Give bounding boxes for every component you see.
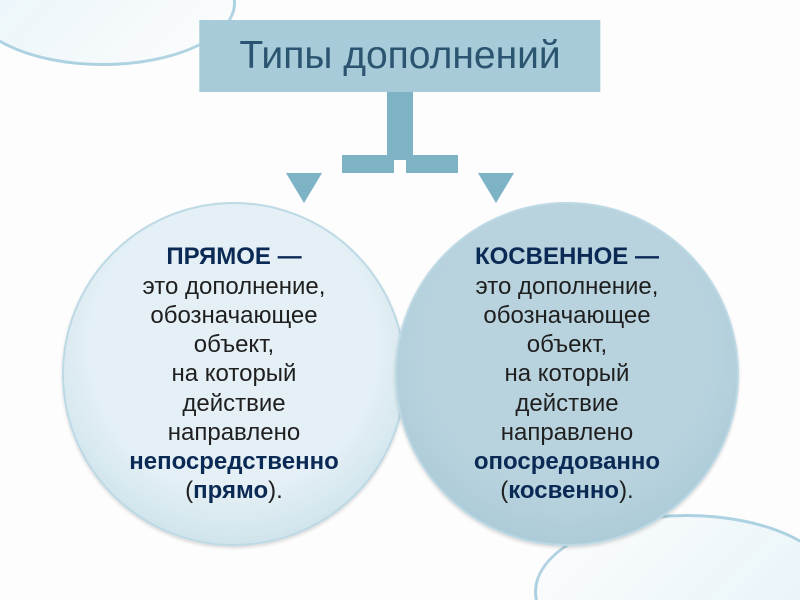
- direct-heading: ПРЯМОЕ —: [166, 243, 301, 270]
- arrow-right-icon: [406, 155, 518, 211]
- slide: Типы дополнений ПРЯМОЕ — это дополнение,…: [0, 0, 800, 600]
- direct-emphasis: непосредственно: [129, 448, 339, 475]
- circle-indirect: КОСВЕННОЕ — это дополнение, обозначающее…: [395, 202, 739, 546]
- direct-tail-word: прямо: [193, 477, 268, 504]
- text-line: направлено: [501, 419, 633, 446]
- indirect-tail-word: косвенно: [508, 477, 619, 504]
- text-line: на который: [505, 360, 630, 387]
- text-line: это дополнение,: [476, 273, 659, 300]
- connector-stem: [387, 92, 413, 160]
- text-line: на который: [172, 360, 297, 387]
- indirect-heading: КОСВЕННОЕ —: [475, 243, 659, 270]
- circle-direct: ПРЯМОЕ — это дополнение, обозначающее об…: [62, 202, 406, 546]
- text-line: объект,: [527, 331, 607, 358]
- text-line: действие: [515, 390, 618, 417]
- text-line: ).: [619, 477, 634, 504]
- indirect-emphasis: опосредованно: [474, 448, 660, 475]
- text-line: действие: [182, 390, 285, 417]
- text-line: это дополнение,: [143, 273, 326, 300]
- diagram-title: Типы дополнений: [199, 20, 600, 92]
- text-line: направлено: [168, 419, 300, 446]
- circle-direct-text: ПРЯМОЕ — это дополнение, обозначающее об…: [88, 242, 380, 505]
- arrow-left-icon: [282, 155, 394, 211]
- text-line: ).: [268, 477, 283, 504]
- text-line: обозначающее: [483, 302, 650, 329]
- text-line: обозначающее: [150, 302, 317, 329]
- circle-indirect-text: КОСВЕННОЕ — это дополнение, обозначающее…: [421, 242, 713, 505]
- text-line: объект,: [194, 331, 274, 358]
- text-line: (: [185, 477, 193, 504]
